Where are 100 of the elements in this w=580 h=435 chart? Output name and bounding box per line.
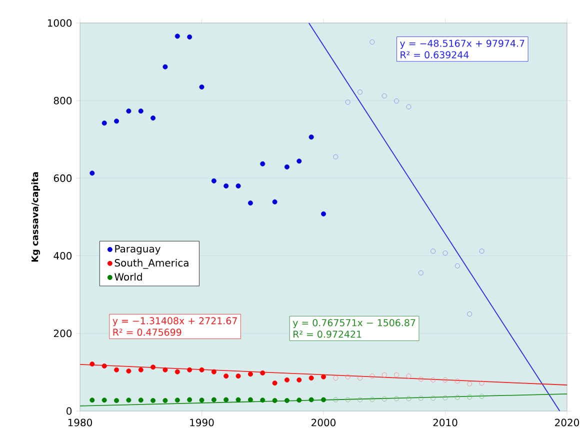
point xyxy=(394,396,400,402)
point xyxy=(102,398,107,403)
point xyxy=(126,368,132,374)
point xyxy=(479,380,484,386)
point xyxy=(187,397,192,402)
point xyxy=(406,104,412,110)
point xyxy=(162,398,168,404)
point xyxy=(236,183,241,188)
point xyxy=(187,367,192,372)
point xyxy=(308,397,314,402)
point xyxy=(138,367,144,372)
point xyxy=(90,398,95,403)
point xyxy=(430,248,436,254)
point xyxy=(442,250,448,256)
point xyxy=(308,134,314,140)
point xyxy=(406,374,412,379)
point xyxy=(272,199,278,204)
point xyxy=(284,377,290,382)
point xyxy=(236,374,241,379)
point xyxy=(479,394,484,399)
point xyxy=(272,398,278,404)
point xyxy=(467,312,472,316)
x-tick-label: 1980 xyxy=(68,418,92,426)
point xyxy=(430,396,436,401)
y-tick-label: 800 xyxy=(54,96,72,104)
point xyxy=(321,211,326,216)
point xyxy=(114,367,120,372)
point xyxy=(102,120,107,126)
point xyxy=(248,372,253,377)
point xyxy=(211,178,216,184)
point xyxy=(394,98,400,104)
point xyxy=(174,369,180,374)
y-axis-title: Kg cassava/capita xyxy=(31,172,40,262)
legend-label: Paraguay xyxy=(115,245,160,254)
point xyxy=(370,40,375,44)
point xyxy=(479,248,484,254)
point xyxy=(102,364,107,368)
point xyxy=(296,158,302,164)
point xyxy=(333,397,338,402)
point xyxy=(236,397,241,402)
point xyxy=(224,397,229,402)
point xyxy=(211,369,216,374)
point xyxy=(260,161,266,166)
point xyxy=(284,164,290,170)
point xyxy=(296,377,302,382)
x-tick-label: 1990 xyxy=(190,418,214,426)
point xyxy=(150,398,156,404)
point xyxy=(138,108,144,114)
point xyxy=(321,397,326,402)
point xyxy=(442,395,448,400)
point xyxy=(199,367,204,372)
point xyxy=(454,394,460,400)
point xyxy=(418,396,424,401)
point xyxy=(370,396,375,402)
y-tick-label: 1000 xyxy=(48,19,72,27)
point xyxy=(358,397,363,402)
point xyxy=(382,396,387,402)
point xyxy=(370,374,375,379)
point xyxy=(211,397,216,402)
point xyxy=(467,394,472,400)
point xyxy=(284,398,290,404)
point xyxy=(126,398,132,403)
y-tick-label: 600 xyxy=(54,174,72,182)
point xyxy=(296,398,302,403)
point xyxy=(442,377,448,382)
point xyxy=(199,84,204,90)
x-tick-label: 2000 xyxy=(312,418,336,426)
annotation: R² = 0.639244 xyxy=(400,51,469,58)
point xyxy=(162,367,168,372)
point xyxy=(174,398,180,403)
point xyxy=(248,200,253,206)
annotation: R² = 0.972421 xyxy=(294,330,362,338)
y-tick-label: 0 xyxy=(66,407,72,415)
legend-label: South_America xyxy=(114,258,188,269)
point xyxy=(162,64,168,70)
y-tick-label: 200 xyxy=(54,330,72,338)
point xyxy=(126,108,132,114)
point xyxy=(454,378,460,384)
point xyxy=(174,34,180,39)
x-tick-label: 2010 xyxy=(433,418,458,426)
point xyxy=(138,398,144,403)
point xyxy=(345,397,350,402)
point xyxy=(90,362,95,367)
point xyxy=(260,398,266,403)
point xyxy=(272,380,278,386)
point xyxy=(382,372,387,378)
annotation: y = −48.5167x + 97974.7 xyxy=(400,40,524,49)
point xyxy=(150,116,156,121)
point xyxy=(114,118,120,124)
annotation: y = 0.767571x − 1506.87 xyxy=(292,319,416,328)
point xyxy=(199,398,204,403)
point xyxy=(467,381,472,386)
point xyxy=(358,376,363,381)
point xyxy=(321,374,326,380)
point xyxy=(187,34,192,40)
point xyxy=(224,374,229,379)
point xyxy=(454,263,460,268)
annotation: R² = 0.475699 xyxy=(113,328,182,336)
point xyxy=(406,396,412,402)
point xyxy=(333,376,338,381)
